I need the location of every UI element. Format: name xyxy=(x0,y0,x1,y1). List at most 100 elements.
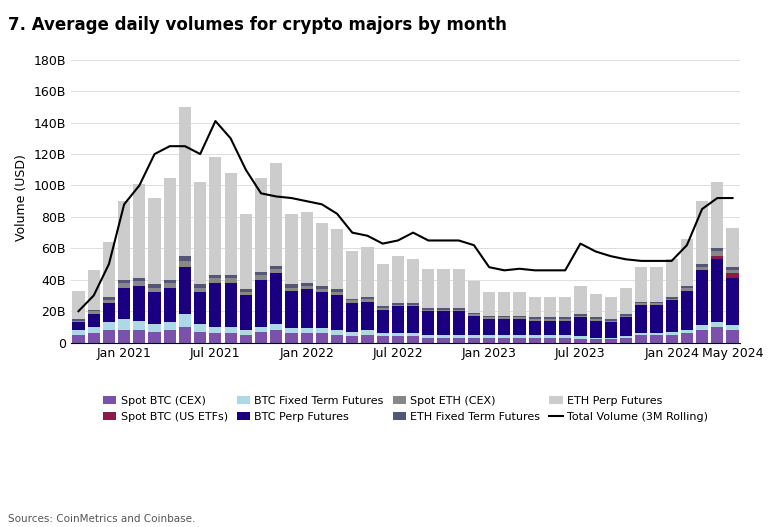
Legend: Spot BTC (CEX), Spot BTC (US ETFs), BTC Fixed Term Futures, BTC Perp Futures, Sp: Spot BTC (CEX), Spot BTC (US ETFs), BTC … xyxy=(98,392,713,426)
Bar xyxy=(605,339,617,343)
Bar xyxy=(590,317,601,319)
Bar xyxy=(574,317,587,336)
Bar xyxy=(88,310,100,311)
Bar xyxy=(665,299,678,300)
Bar xyxy=(544,297,556,317)
Bar xyxy=(727,325,738,330)
Bar xyxy=(529,317,541,319)
Bar xyxy=(544,338,556,343)
Bar xyxy=(376,308,389,310)
Bar xyxy=(711,327,724,343)
Bar xyxy=(407,304,419,305)
Bar xyxy=(590,339,601,343)
Bar xyxy=(513,319,526,335)
Bar xyxy=(513,316,526,317)
Bar xyxy=(574,336,587,339)
Bar xyxy=(711,322,724,327)
Bar xyxy=(88,333,100,343)
Bar xyxy=(650,304,663,305)
Bar xyxy=(210,333,221,343)
Bar xyxy=(681,288,693,291)
Bar xyxy=(574,314,587,316)
Bar xyxy=(72,291,85,319)
Bar xyxy=(696,201,708,264)
Bar xyxy=(88,311,100,314)
Bar xyxy=(483,335,495,338)
Bar xyxy=(620,338,632,343)
Bar xyxy=(331,296,344,330)
Bar xyxy=(559,297,571,317)
Bar xyxy=(194,285,206,288)
Bar xyxy=(499,335,510,338)
Bar xyxy=(422,338,435,343)
Bar xyxy=(301,328,312,333)
Bar xyxy=(118,280,130,283)
Bar xyxy=(149,285,160,288)
Bar xyxy=(665,297,678,299)
Bar xyxy=(103,300,115,304)
Bar xyxy=(361,302,374,330)
Bar xyxy=(164,288,176,322)
Bar xyxy=(665,259,678,297)
Bar xyxy=(361,299,374,302)
Bar xyxy=(483,338,495,343)
Bar xyxy=(179,256,191,261)
Bar xyxy=(301,286,312,289)
Bar xyxy=(544,317,556,319)
Bar xyxy=(285,214,298,285)
Bar xyxy=(72,320,85,322)
Bar xyxy=(711,259,724,322)
Bar xyxy=(376,336,389,343)
Text: Sources: CoinMetrics and Coinbase.: Sources: CoinMetrics and Coinbase. xyxy=(8,514,196,524)
Bar xyxy=(164,280,176,283)
Bar xyxy=(285,285,298,288)
Bar xyxy=(468,338,480,343)
Bar xyxy=(665,331,678,335)
Bar xyxy=(210,278,221,283)
Bar xyxy=(179,107,191,256)
Bar xyxy=(696,264,708,267)
Bar xyxy=(438,338,449,343)
Bar xyxy=(103,242,115,297)
Bar xyxy=(179,267,191,314)
Bar xyxy=(133,320,146,330)
Bar xyxy=(224,327,237,333)
Bar xyxy=(255,327,267,331)
Bar xyxy=(544,335,556,338)
Bar xyxy=(270,324,282,330)
Bar xyxy=(240,296,252,330)
Bar xyxy=(407,336,419,343)
Bar xyxy=(605,319,617,320)
Bar xyxy=(438,308,449,310)
Bar xyxy=(650,302,663,304)
Bar xyxy=(194,292,206,324)
Bar xyxy=(727,228,738,267)
Bar xyxy=(590,338,601,339)
Bar xyxy=(346,304,358,331)
Bar xyxy=(179,261,191,267)
Bar xyxy=(605,320,617,322)
Bar xyxy=(194,182,206,285)
Bar xyxy=(453,310,465,311)
Bar xyxy=(103,297,115,300)
Bar xyxy=(103,322,115,330)
Bar xyxy=(361,247,374,297)
Bar xyxy=(331,229,344,289)
Bar xyxy=(240,289,252,292)
Bar xyxy=(499,338,510,343)
Bar xyxy=(194,331,206,343)
Bar xyxy=(438,269,449,308)
Bar xyxy=(696,330,708,343)
Bar xyxy=(315,289,328,292)
Bar xyxy=(529,320,541,335)
Bar xyxy=(179,314,191,327)
Bar xyxy=(392,307,404,333)
Bar xyxy=(529,297,541,317)
Bar xyxy=(255,331,267,343)
Bar xyxy=(72,330,85,335)
Bar xyxy=(133,330,146,343)
Bar xyxy=(650,333,663,335)
Bar xyxy=(149,331,160,343)
Bar xyxy=(453,311,465,335)
Bar xyxy=(72,335,85,343)
